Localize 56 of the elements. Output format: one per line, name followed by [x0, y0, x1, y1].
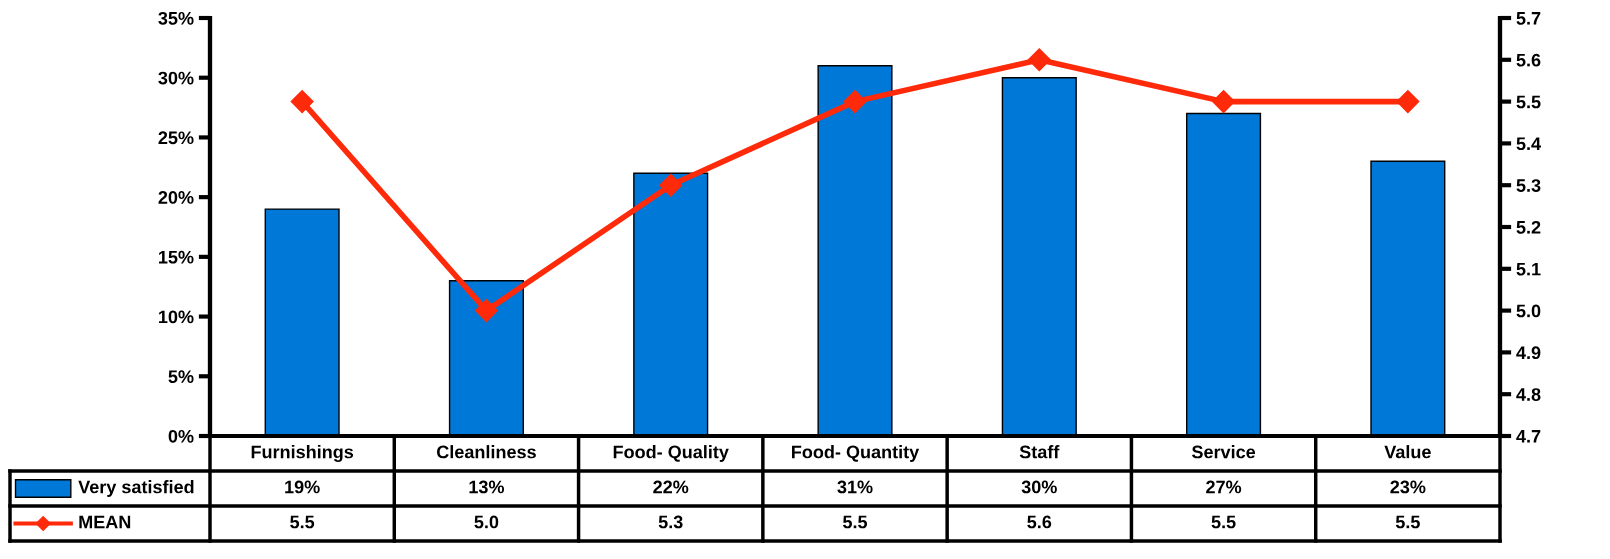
data-label: 27% [1206, 480, 1242, 494]
point [474, 299, 498, 323]
legend-label: Very satisfied [78, 480, 194, 497]
data-label: 23% [1390, 480, 1426, 494]
point [1027, 48, 1051, 72]
bar [633, 172, 709, 436]
bar [817, 65, 893, 436]
y2-tick-label: 5.1 [1516, 262, 1541, 276]
x-tick-label: Cleanliness [437, 445, 536, 459]
y2-tick-label: 5.3 [1516, 179, 1541, 192]
data-label: 30% [1021, 480, 1057, 494]
y2-tick-label: 5.4 [1516, 137, 1541, 151]
y2-tick-label: 5.0 [1516, 304, 1541, 318]
y2-tick-label: 4.7 [1516, 430, 1541, 443]
bar [264, 208, 340, 436]
y2-tick-label: 5.6 [1516, 53, 1541, 67]
data-label: 5.6 [1027, 515, 1052, 529]
y-tick-label: 10% [159, 310, 194, 324]
x-tick-label: Service [1191, 445, 1256, 459]
y-tick-label: 5% [168, 370, 194, 384]
y-tick-label: 20% [158, 191, 194, 204]
y-tick-label: 30% [158, 71, 194, 85]
x-tick-label: Value [1384, 445, 1431, 459]
data-label: 5.3 [658, 515, 683, 529]
data-label: 19% [285, 480, 320, 494]
x-tick-label: Staff [1019, 445, 1060, 459]
x-tick-label: Food- Quality [613, 445, 729, 462]
data-label: 5.5 [1211, 515, 1236, 529]
bar [1001, 77, 1077, 436]
data-label: 31% [837, 480, 873, 494]
y2-tick-label: 5.2 [1516, 220, 1541, 234]
point [843, 90, 867, 114]
x-tick-label: Furnishings [251, 445, 354, 462]
legend-label: MEAN [79, 515, 131, 529]
y-tick-label: 0% [168, 429, 194, 443]
x-tick-label: Food- Quantity [792, 445, 920, 462]
bar [1186, 112, 1262, 436]
y2-tick-label: 4.9 [1516, 346, 1541, 360]
y2-tick-label: 5.5 [1516, 95, 1541, 109]
y2-tick-label: 4.8 [1516, 388, 1541, 401]
y-tick-label: 35% [158, 11, 194, 25]
y-tick-label: 15% [159, 250, 194, 264]
data-label: 5.0 [474, 515, 499, 529]
bar [1370, 160, 1446, 436]
point [1396, 90, 1420, 114]
data-label: 5.5 [843, 515, 868, 529]
data-label: 22% [653, 480, 689, 494]
point [659, 173, 683, 197]
data-label: 13% [469, 480, 505, 494]
bar [448, 280, 524, 436]
point [290, 90, 314, 114]
data-label: 5.5 [290, 515, 315, 529]
y2-tick-label: 5.7 [1516, 12, 1541, 25]
y-tick-label: 25% [158, 131, 194, 145]
data-label: 5.5 [1395, 515, 1420, 529]
point [1212, 90, 1236, 114]
